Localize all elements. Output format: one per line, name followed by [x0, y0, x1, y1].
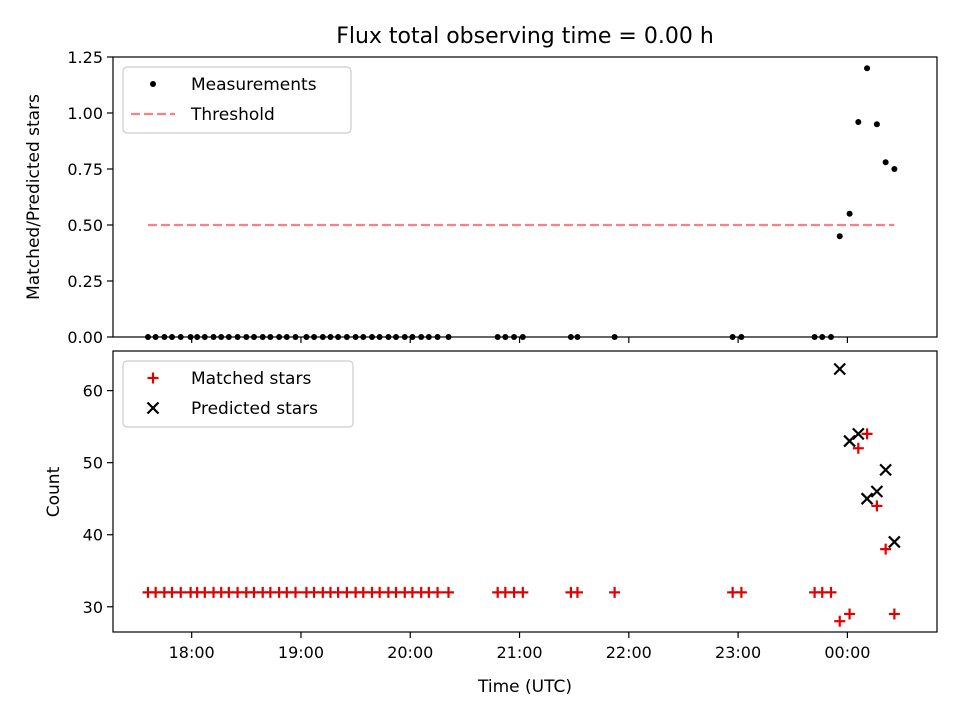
legend: Measurements Threshold	[122, 66, 352, 134]
y-tick-label: 0.25	[67, 272, 103, 291]
x-axis-label: Time (UTC)	[477, 677, 572, 697]
x-tick-label: 22:00	[606, 643, 652, 662]
x-tick-label: 00:00	[824, 643, 870, 662]
matched-stars-point	[735, 586, 747, 598]
y-tick-label: 0.00	[67, 328, 103, 347]
legend-label: Predicted stars	[191, 399, 318, 419]
chart-title: Flux total observing time = 0.00 h	[336, 24, 714, 49]
counts-y-axis-label: Count	[44, 466, 64, 517]
matched-stars-point	[290, 586, 302, 598]
x-tick-label: 19:00	[278, 643, 324, 662]
ratio-subplot: 0.00 0.25 0.50 0.75 1.00 1.25 Measurements Thre…	[67, 48, 938, 347]
legend-label: Threshold	[190, 105, 275, 125]
legend-predicted-marker	[146, 401, 160, 415]
matched-stars-point	[861, 428, 873, 440]
measurement-point	[891, 166, 898, 172]
matched-stars-point	[844, 608, 856, 620]
measurement-point	[846, 210, 853, 217]
axes-frame	[112, 56, 938, 338]
legend-label: Measurements	[191, 75, 317, 95]
matched-stars-point	[609, 586, 621, 598]
legend-matched-marker	[147, 372, 159, 384]
counts-subplot: 30 40 50 60 18:00 19:00 20:00 21:00 22:00 23:00 00…	[83, 350, 938, 662]
matched-stars-point	[871, 500, 883, 512]
legend-box	[122, 66, 352, 134]
y-tick-label: 50	[83, 454, 103, 473]
y-tick-label: 0.75	[67, 160, 103, 179]
predicted-stars-point	[852, 427, 865, 441]
y-tick-label: 60	[83, 382, 103, 401]
y-tick-label: 40	[83, 526, 103, 545]
legend-label: Matched stars	[191, 369, 311, 389]
matched-stars-point	[852, 442, 864, 454]
measurement-point	[855, 118, 862, 125]
predicted-stars-point	[888, 535, 901, 549]
predicted-stars-point	[860, 492, 874, 505]
y-tick-label: 1.25	[67, 48, 103, 67]
x-tick-label: 20:00	[387, 643, 433, 662]
matched-stars-point	[571, 586, 583, 598]
measurement-point	[882, 159, 889, 166]
matched-stars-point	[175, 586, 187, 598]
matched-stars-point	[888, 608, 900, 620]
measurement-point	[836, 233, 843, 240]
predicted-stars-point	[870, 485, 884, 498]
axes-frame	[112, 350, 938, 633]
x-tick-label: 23:00	[715, 643, 761, 662]
x-tick-label: 18:00	[169, 643, 215, 662]
matched-stars-point	[880, 543, 892, 555]
matched-stars-point	[517, 586, 529, 598]
predicted-stars-point	[833, 362, 847, 376]
predicted-stars-point	[879, 463, 892, 477]
matched-stars-point	[834, 615, 846, 627]
measurement-point	[873, 121, 880, 128]
matched-stars-point	[432, 586, 444, 598]
matched-stars-point	[443, 586, 455, 598]
legend: Matched stars Predicted stars	[122, 360, 354, 428]
x-tick-label: 21:00	[496, 643, 542, 662]
matched-stars-point	[825, 586, 837, 598]
y-tick-label: 0.50	[67, 216, 103, 235]
legend-measurements-marker	[150, 81, 156, 87]
legend-box	[122, 360, 354, 428]
y-tick-label: 30	[83, 598, 103, 617]
ratio-y-axis-label: Matched/Predicted stars	[24, 94, 44, 300]
y-tick-label: 1.00	[67, 104, 103, 123]
measurement-point	[864, 65, 871, 72]
